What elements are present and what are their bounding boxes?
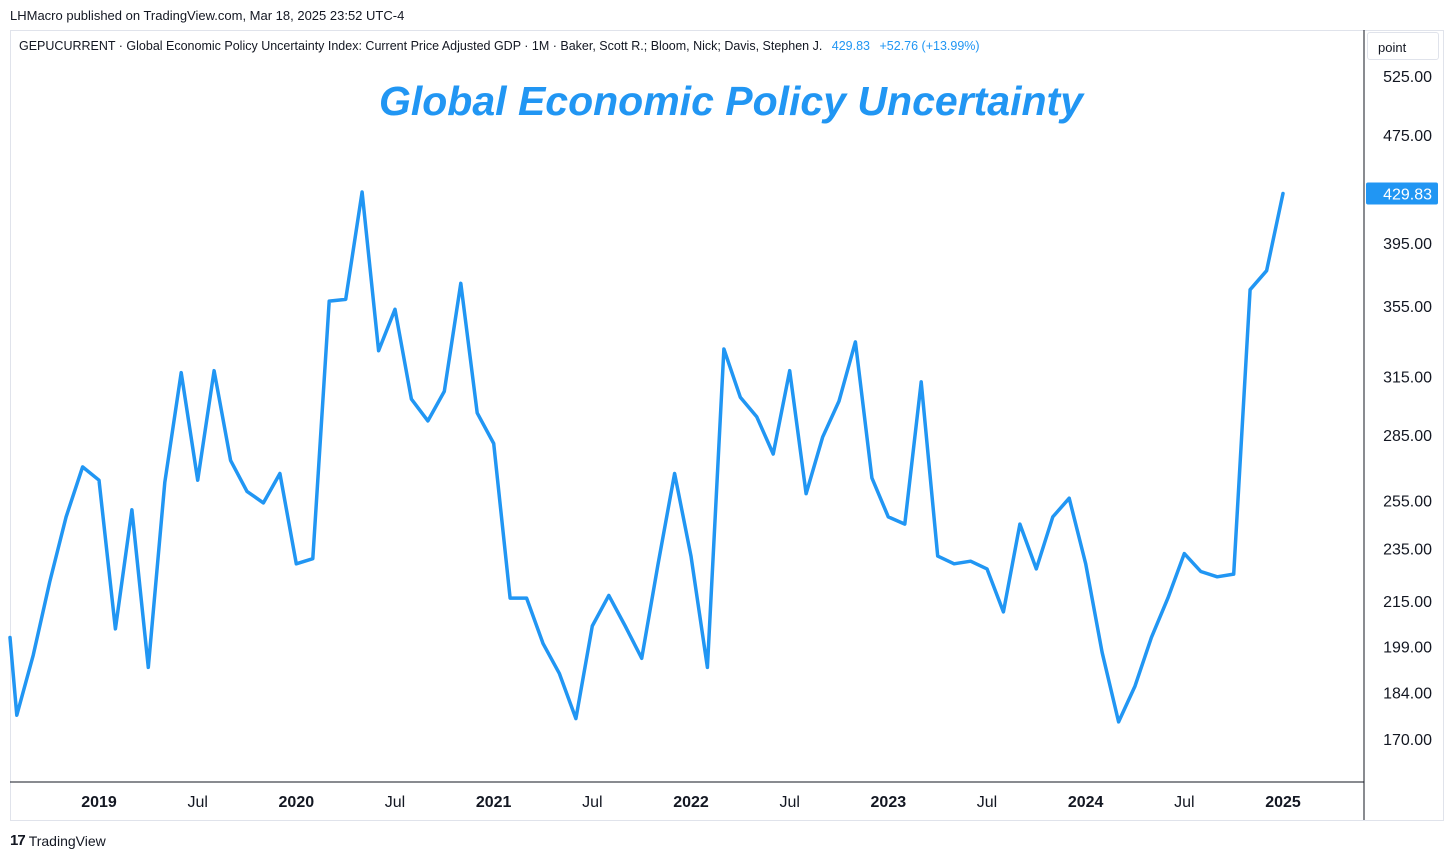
x-tick-label: 2021 [476, 794, 512, 811]
y-tick-label: 235.00 [1383, 542, 1432, 559]
symbol-legend[interactable]: GEPUCURRENT · Global Economic Policy Unc… [19, 39, 980, 53]
tradingview-logo[interactable]: 17 TradingView [10, 832, 106, 849]
last-value-badge-bg [1366, 182, 1438, 205]
x-tick-label: Jul [187, 794, 207, 811]
y-tick-label: 170.00 [1383, 732, 1432, 749]
x-axis-ticks: 2019 Jul 2020 Jul 2021 Jul 2022 Jul 2023 Jul 2024 J… [81, 794, 1301, 811]
y-tick-label: 525.00 [1383, 69, 1432, 86]
last-value-badge-text: 429.83 [1383, 187, 1432, 204]
y-tick-label: 215.00 [1383, 594, 1432, 611]
chart-frame [10, 30, 1444, 821]
x-tick-label: Jul [977, 794, 997, 811]
x-tick-label: 2022 [673, 794, 709, 811]
price-scale-unit[interactable]: point [1367, 32, 1439, 60]
x-tick-label: Jul [1174, 794, 1194, 811]
x-tick-label: 2025 [1265, 794, 1301, 811]
tradingview-icon: 17 [10, 832, 26, 849]
y-tick-label: 199.00 [1383, 639, 1432, 656]
y-tick-label: 285.00 [1383, 428, 1432, 445]
x-tick-label: 2023 [871, 794, 907, 811]
series-line-group [8, 190, 1285, 724]
y-axis-ticks: 525.00 475.00 395.00 355.00 315.00 285.00 255.… [1383, 69, 1432, 749]
y-tick-label: 315.00 [1383, 369, 1432, 386]
last-price: 429.83 [831, 39, 871, 53]
x-tick-label: Jul [582, 794, 602, 811]
y-tick-label: 475.00 [1383, 128, 1432, 145]
x-tick-label: Jul [779, 794, 799, 811]
x-tick-label: 2024 [1068, 794, 1104, 811]
x-tick-label: 2019 [81, 794, 117, 811]
x-tick-label: Jul [385, 794, 405, 811]
y-tick-label: 355.00 [1383, 299, 1432, 316]
y-tick-label: 255.00 [1383, 494, 1432, 511]
symbol-description: GEPUCURRENT · Global Economic Policy Unc… [19, 39, 823, 53]
y-tick-label: 395.00 [1383, 236, 1432, 253]
chart-title: Global Economic Policy Uncertainty [378, 78, 1083, 124]
published-info: LHMacro published on TradingView.com, Ma… [10, 8, 405, 23]
last-value-badge: 429.83 [1366, 182, 1438, 205]
price-change: +52.76 (+13.99%) [879, 39, 980, 53]
y-tick-label: 184.00 [1383, 685, 1432, 702]
x-tick-label: 2020 [279, 794, 315, 811]
series-line-gepucurrent [8, 190, 1285, 724]
tradingview-brand: TradingView [28, 832, 106, 849]
